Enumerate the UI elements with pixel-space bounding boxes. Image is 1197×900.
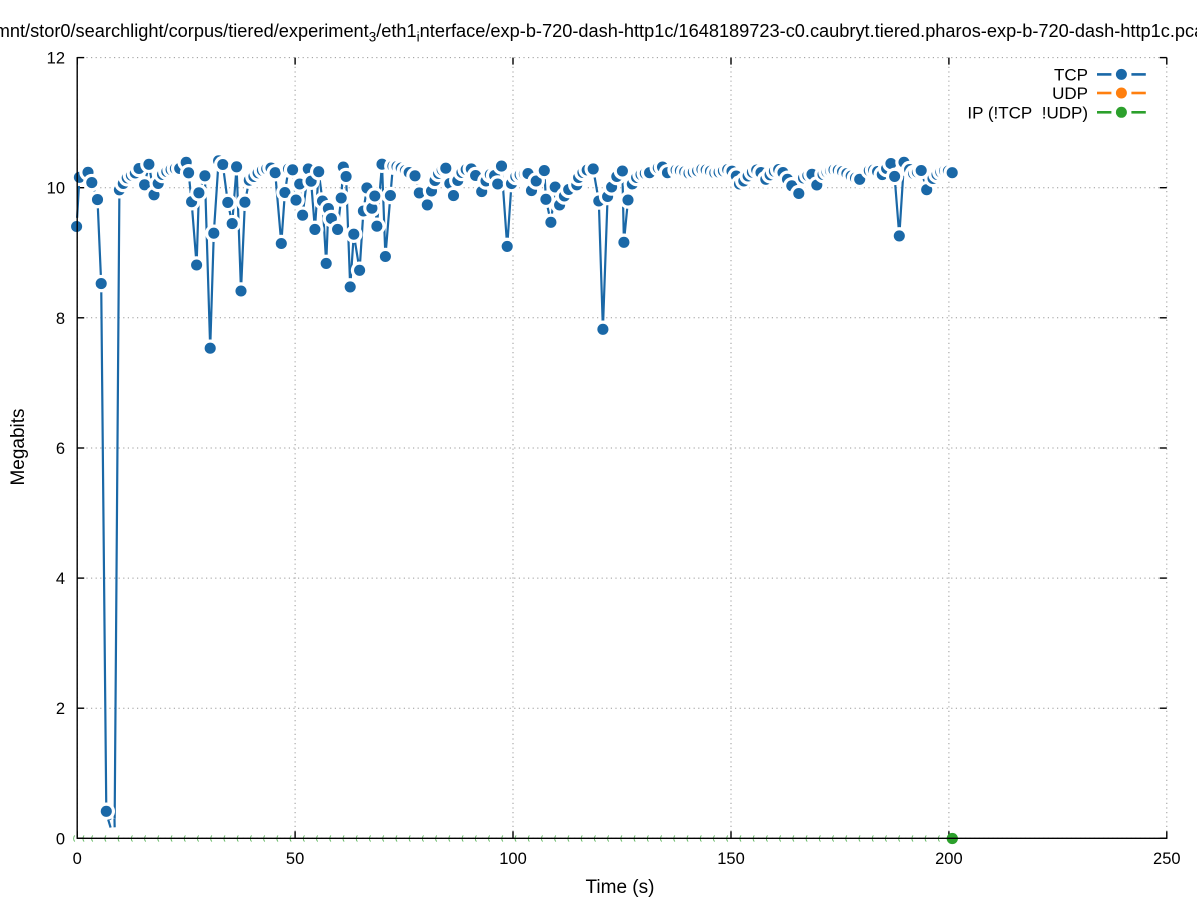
svg-text:IP (!TCP !UDP): IP (!TCP !UDP) bbox=[967, 103, 1088, 122]
svg-text:250: 250 bbox=[1153, 850, 1181, 868]
svg-text:0: 0 bbox=[56, 830, 65, 848]
svg-text:Megabits: Megabits bbox=[8, 408, 29, 485]
svg-text:4: 4 bbox=[56, 570, 65, 588]
svg-text:12: 12 bbox=[47, 50, 65, 68]
svg-text:50: 50 bbox=[286, 850, 304, 868]
svg-text:TCP: TCP bbox=[1054, 65, 1088, 84]
svg-text:UDP: UDP bbox=[1052, 84, 1088, 103]
svg-text:Time (s): Time (s) bbox=[586, 877, 655, 898]
svg-text:8: 8 bbox=[56, 310, 65, 328]
svg-text:2: 2 bbox=[56, 700, 65, 718]
svg-text:10: 10 bbox=[47, 180, 65, 198]
svg-text:6: 6 bbox=[56, 440, 65, 458]
svg-text:0: 0 bbox=[73, 850, 82, 868]
svg-text:100: 100 bbox=[499, 850, 527, 868]
svg-text:150: 150 bbox=[717, 850, 745, 868]
svg-text:200: 200 bbox=[935, 850, 963, 868]
